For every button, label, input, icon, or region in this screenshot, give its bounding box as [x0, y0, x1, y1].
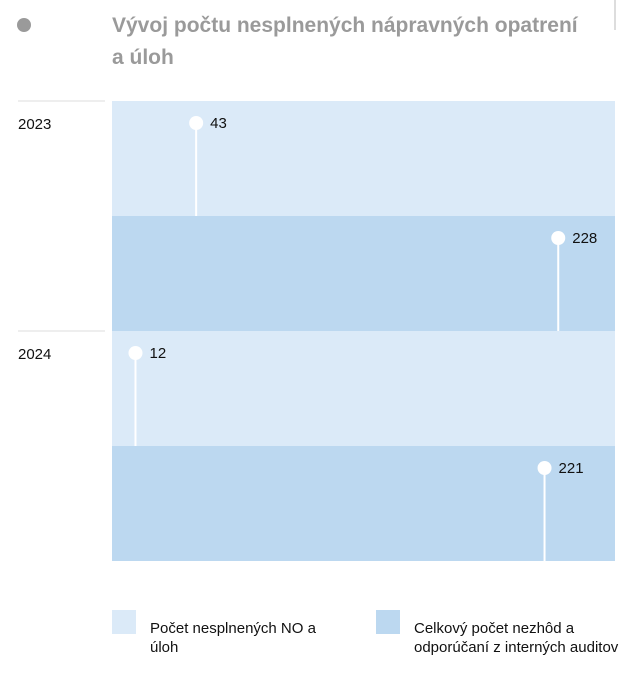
lollipop-dot	[128, 346, 143, 360]
legend-label: Počet nesplnených NO a úloh	[150, 620, 316, 656]
data-label: 43	[210, 115, 227, 132]
data-label: 221	[559, 460, 584, 477]
band	[112, 446, 615, 561]
legend-label: Celkový počet nezhôd a odporúčaní z inte…	[414, 620, 619, 656]
band	[112, 216, 615, 331]
legend-item: Celkový počet nezhôd a odporúčaní z inte…	[376, 610, 623, 657]
data-label: 228	[572, 230, 597, 247]
title-dot	[17, 18, 31, 32]
legend-swatch	[376, 610, 400, 634]
lollipop-dot	[189, 116, 204, 130]
y-tick-label: 2024	[18, 346, 51, 363]
band	[112, 331, 615, 446]
legend-swatch	[112, 610, 136, 634]
y-tick-label: 2023	[18, 116, 51, 133]
data-label: 12	[149, 345, 166, 362]
chart-title: Vývoj počtu nesplnených nápravných opatr…	[112, 14, 578, 69]
legend-item: Počet nesplnených NO a úloh	[112, 610, 330, 657]
lollipop-dot	[537, 461, 552, 475]
lollipop-dot	[551, 231, 566, 245]
band	[112, 101, 615, 216]
